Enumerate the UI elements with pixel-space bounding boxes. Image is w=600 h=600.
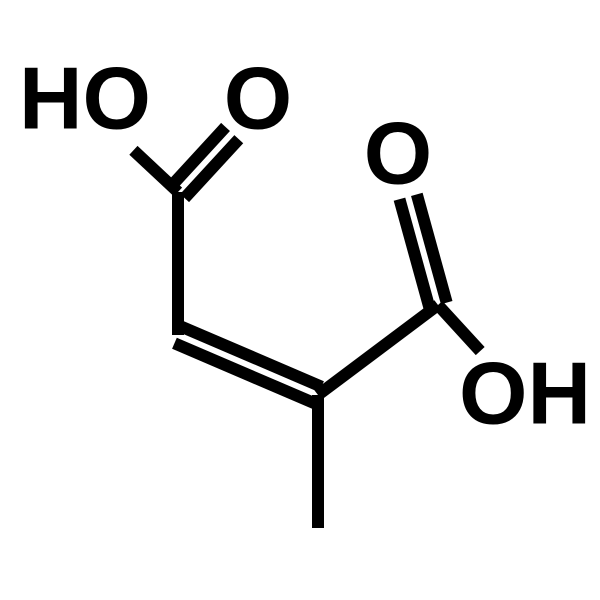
atom-label-O_top1: O — [224, 48, 292, 147]
atom-label-HO_left: HO — [19, 48, 151, 147]
atom-label-OH_right: OH — [459, 343, 591, 442]
molecule-diagram: HO OO OH — [0, 0, 600, 600]
bond-4 — [318, 305, 438, 395]
atom-label-O_top2: O — [364, 103, 432, 202]
